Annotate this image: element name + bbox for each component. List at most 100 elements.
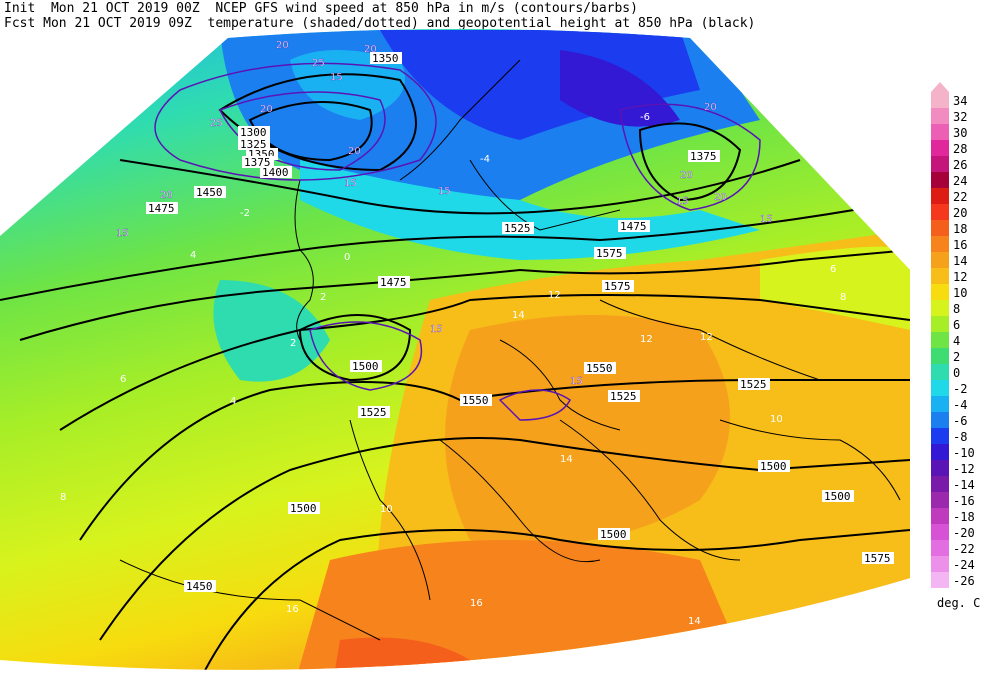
wind-speed-label: 20 — [364, 44, 377, 55]
temperature-label: 10 — [380, 504, 393, 515]
height-label-bg — [238, 138, 270, 150]
height-label: 1500 — [760, 460, 787, 473]
wind-speed-label: 15 — [676, 196, 689, 207]
wind-speed-label: 15 — [430, 324, 443, 335]
colorbar-label: 20 — [953, 206, 968, 220]
colorbar-label: 28 — [953, 142, 968, 156]
colorbar-swatch — [931, 380, 949, 396]
colorbar-label: -18 — [953, 510, 975, 524]
height-label-bg — [618, 220, 650, 232]
colorbar-label: -10 — [953, 446, 975, 460]
colorbar-swatch — [931, 156, 949, 172]
wind-speed-label: 15 — [116, 228, 129, 239]
height-label: 1525 — [610, 390, 637, 403]
colorbar-swatch — [931, 332, 949, 348]
height-label: 1475 — [148, 202, 175, 215]
colorbar-label: 22 — [953, 190, 968, 204]
height-label-bg — [862, 552, 894, 564]
colorbar-swatch — [931, 188, 949, 204]
colorbar-swatch — [931, 220, 949, 236]
height-label-bg — [378, 276, 410, 288]
temperature-label: 14 — [560, 454, 573, 465]
height-label: 1375 — [690, 150, 717, 163]
height-label: 1550 — [586, 362, 613, 375]
colorbar-swatch — [931, 428, 949, 444]
height-label: 1300 — [240, 126, 267, 139]
colorbar-label: -16 — [953, 494, 975, 508]
map-labels: 1300132513501375140014501475147515001525… — [60, 40, 894, 627]
colorbar-swatch — [931, 444, 949, 460]
colorbar-swatch — [931, 412, 949, 428]
temperature-label: 10 — [770, 414, 783, 425]
colorbar-label: 32 — [953, 110, 968, 124]
height-label-bg — [288, 502, 320, 514]
height-label: 1500 — [824, 490, 851, 503]
temperature-label: 16 — [286, 604, 299, 615]
header-init-line: Init Mon 21 OCT 2019 00Z NCEP GFS wind s… — [4, 1, 638, 16]
colorbar-swatch — [931, 108, 949, 124]
colorbar-swatch — [931, 524, 949, 540]
colorbar-label: 24 — [953, 174, 968, 188]
colorbar-unit: deg. C — [937, 596, 981, 610]
wind-speed-label: 20 — [704, 102, 717, 113]
wind-speed-label: 20 — [348, 146, 361, 157]
wind-speed-label: 15 — [438, 186, 451, 197]
colorbar-label: -24 — [953, 558, 975, 572]
colorbar-label: 34 — [953, 94, 968, 108]
colorbar-label: -20 — [953, 526, 975, 540]
height-label-bg — [370, 52, 402, 64]
colorbar-top-arrow — [931, 82, 949, 92]
height-label-bg — [260, 166, 292, 178]
height-label: 1525 — [740, 378, 767, 391]
height-label-bg — [608, 390, 640, 402]
wind-speed-label: 20 — [160, 190, 173, 201]
header-fcst-line: Fcst Mon 21 OCT 2019 09Z temperature (sh… — [4, 16, 756, 31]
colorbar-label: 16 — [953, 238, 968, 252]
coastlines — [119, 59, 901, 641]
colorbar-swatch — [931, 236, 949, 252]
colorbar-swatch — [931, 204, 949, 220]
height-label: 1325 — [240, 138, 267, 151]
temperature-label: 12 — [640, 334, 653, 345]
height-label: 1375 — [244, 156, 271, 169]
height-label-bg — [350, 360, 382, 372]
colorbar-label: -6 — [953, 414, 968, 428]
height-label-bg — [502, 222, 534, 234]
colorbar-swatch — [931, 172, 949, 188]
colorbar-label: -8 — [953, 430, 968, 444]
wind-speed-label: 25 — [312, 58, 325, 69]
height-label-bg — [194, 186, 226, 198]
wind-speed-label: 15 — [344, 178, 357, 189]
wind-speed-label: 25 — [210, 118, 223, 129]
colorbar-label: 14 — [953, 254, 968, 268]
height-label-bg — [688, 150, 720, 162]
height-label: 1475 — [380, 276, 407, 289]
temperature-label: -6 — [640, 112, 650, 123]
colorbar-swatch — [931, 284, 949, 300]
temperature-label: 2 — [290, 338, 296, 349]
height-label: 1575 — [596, 247, 623, 260]
colorbar-swatch — [931, 348, 949, 364]
temperature-label: 6 — [120, 374, 126, 385]
colorbar-label: 30 — [953, 126, 968, 140]
height-label-bg — [460, 394, 492, 406]
colorbar-label: 10 — [953, 286, 968, 300]
colorbar-label: -22 — [953, 542, 975, 556]
colorbar-label: -12 — [953, 462, 975, 476]
colorbar-label: 26 — [953, 158, 968, 172]
colorbar-swatch — [931, 492, 949, 508]
colorbar-label: -2 — [953, 382, 968, 396]
wind-speed-label: 20 — [260, 104, 273, 115]
colorbar-label: -14 — [953, 478, 975, 492]
height-label-bg — [184, 580, 216, 592]
height-label: 1475 — [620, 220, 647, 233]
wind-speed-label: 20 — [680, 170, 693, 181]
temperature-label: 4 — [190, 250, 196, 261]
temperature-label: -2 — [240, 208, 250, 219]
temperature-label: 8 — [60, 492, 66, 503]
temperature-label: 16 — [470, 598, 483, 609]
height-label: 1450 — [196, 186, 223, 199]
colorbar-swatch — [931, 364, 949, 380]
temperature-label: 2 — [320, 292, 326, 303]
